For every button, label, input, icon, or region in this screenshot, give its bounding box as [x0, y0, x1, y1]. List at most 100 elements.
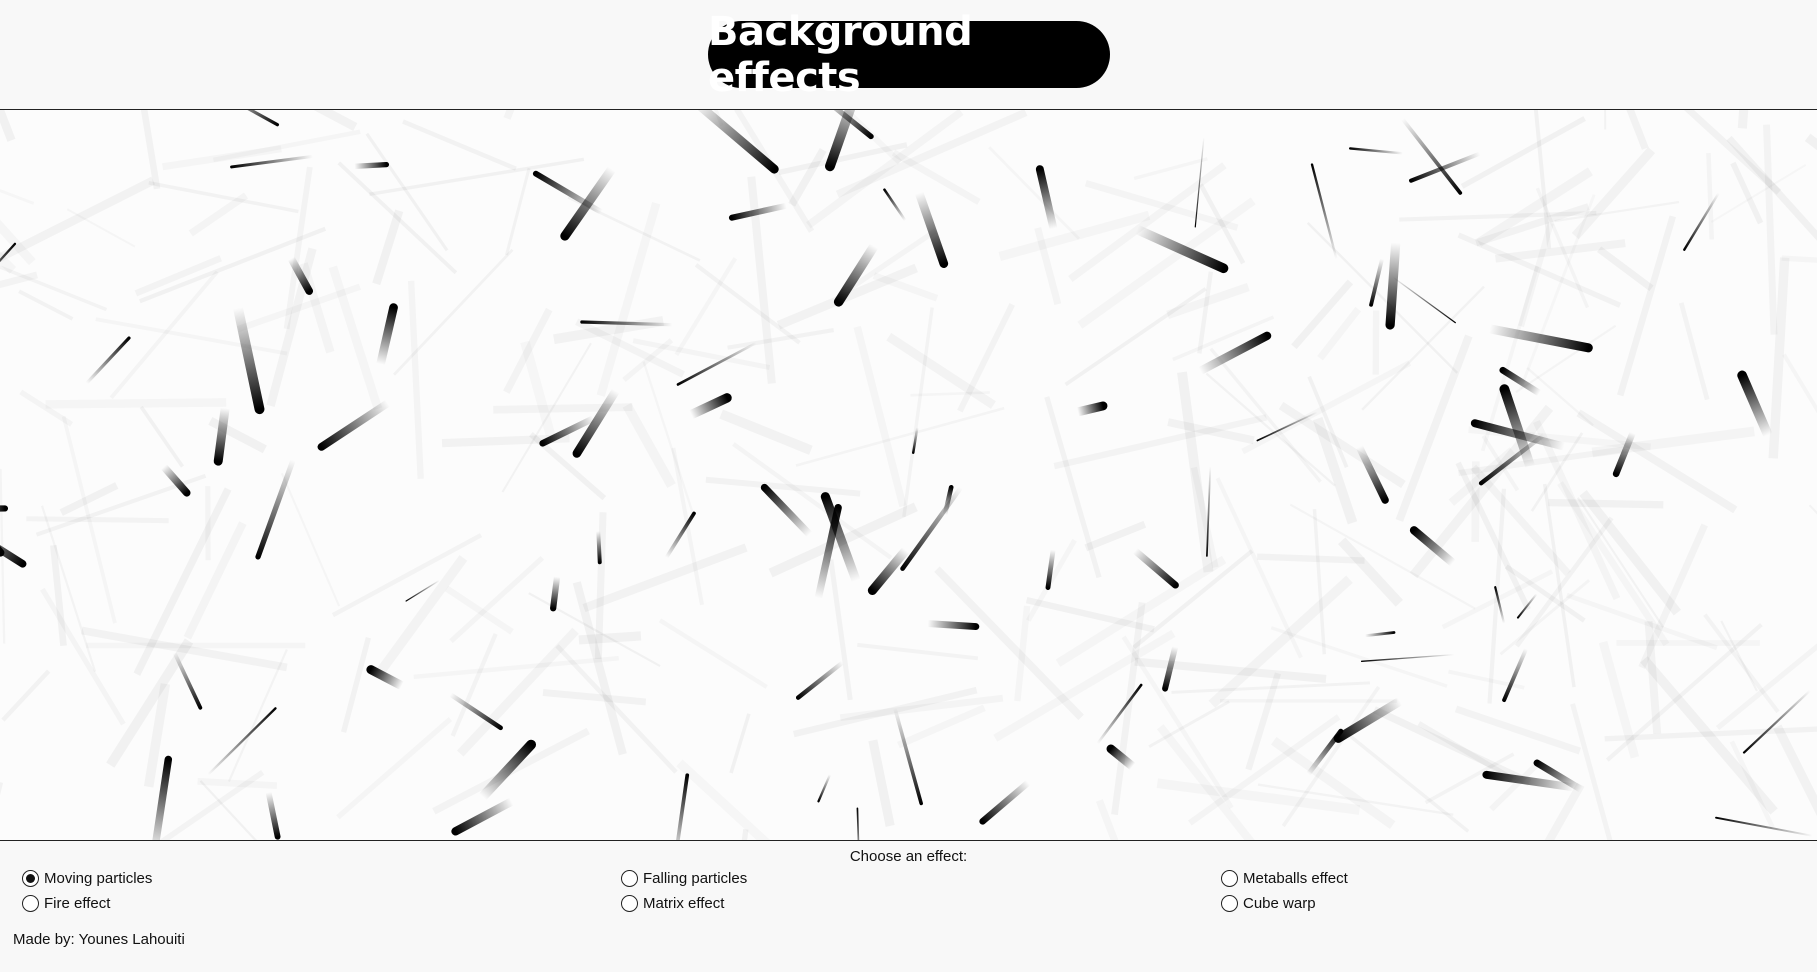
option-label: Metaballs effect [1243, 870, 1348, 887]
particle-streak [152, 755, 173, 840]
radio-matrix-effect[interactable] [621, 895, 638, 912]
particle-streak [1348, 147, 1404, 155]
background-trail [868, 739, 895, 827]
radio-falling-particles[interactable] [621, 870, 638, 887]
particle-streak [255, 457, 296, 560]
background-trail [1804, 133, 1817, 151]
background-trail [1086, 183, 1238, 227]
particle-streak [1516, 593, 1538, 619]
option-cube-warp[interactable]: Cube warp [1221, 895, 1316, 912]
particle-streak [1073, 401, 1108, 417]
background-trail [333, 535, 481, 615]
particle-streak [825, 110, 856, 172]
background-trail [1455, 461, 1531, 611]
particle-streak [550, 573, 561, 612]
background-trail [694, 263, 801, 345]
particle-streak [1499, 366, 1543, 397]
background-trail [1767, 125, 1774, 335]
background-trail [1742, 110, 1754, 128]
particle-streak [532, 170, 605, 216]
particle-streak [1106, 744, 1137, 771]
option-moving-particles[interactable]: Moving particles [22, 870, 152, 887]
particle-streak [1131, 547, 1179, 589]
particle-streak [817, 773, 832, 803]
particle-streak [1196, 331, 1272, 376]
particle-streak [206, 707, 277, 776]
effect-canvas[interactable] [0, 109, 1817, 841]
particle-streak [820, 492, 861, 586]
particle-streak [572, 386, 621, 458]
background-trail [0, 110, 16, 142]
particle-streak [676, 341, 758, 386]
background-trail [898, 708, 984, 745]
background-trail [1346, 732, 1470, 833]
page-title: Background effects [708, 9, 1110, 101]
background-trail [338, 719, 451, 817]
particle-streak [0, 545, 27, 568]
particle-streak [1715, 816, 1814, 837]
background-trail [1777, 727, 1817, 840]
particle-streak [1470, 419, 1569, 451]
background-trail [46, 402, 227, 404]
particle-streak [664, 511, 696, 560]
particle-streak [1737, 370, 1773, 440]
background-trail [59, 482, 119, 516]
background-trail [139, 405, 185, 468]
background-trail [1198, 183, 1246, 265]
background-trail [187, 110, 355, 127]
particle-streak [1533, 759, 1585, 793]
particle-streak [1683, 191, 1720, 251]
background-trail [1134, 657, 1327, 683]
background-trail [1626, 110, 1649, 150]
background-trail [572, 581, 627, 756]
particle-streak [233, 303, 265, 415]
background-trail [660, 620, 767, 687]
option-matrix-effect[interactable]: Matrix effect [621, 895, 724, 912]
background-trail [199, 780, 257, 840]
background-trail [411, 281, 421, 479]
particle-streak [451, 797, 516, 836]
background-trail [1640, 656, 1778, 815]
background-trail [106, 638, 194, 768]
radio-metaballs-effect[interactable] [1221, 870, 1238, 887]
radio-cube-warp[interactable] [1221, 895, 1238, 912]
background-trail [1681, 303, 1707, 400]
background-trail [1337, 537, 1404, 607]
option-fire-effect[interactable]: Fire effect [22, 895, 110, 912]
background-trail [143, 683, 171, 788]
background-trail [601, 203, 657, 396]
particle-streak [477, 739, 537, 802]
particle-streak [1742, 689, 1812, 754]
radio-moving-particles[interactable] [22, 870, 39, 887]
option-falling-particles[interactable]: Falling particles [621, 870, 747, 887]
effect-controls: Choose an effect: Moving particles Falli… [0, 842, 1817, 972]
background-trail [1114, 602, 1142, 814]
particle-streak [1502, 646, 1529, 703]
background-trail [904, 307, 932, 516]
particle-streak [213, 403, 230, 466]
particle-streak [1360, 653, 1455, 662]
background-trail [729, 713, 751, 774]
particle-streak [1256, 411, 1318, 442]
particle-streak [856, 807, 860, 840]
background-trail [578, 631, 642, 645]
background-trail [1578, 498, 1663, 628]
background-trail [1620, 216, 1673, 395]
particle-streak [1482, 770, 1578, 792]
particle-streak [676, 773, 690, 840]
choose-effect-label: Choose an effect: [849, 848, 968, 865]
option-metaballs-effect[interactable]: Metaballs effect [1221, 870, 1348, 887]
particle-streak [686, 393, 732, 420]
background-trail [1605, 623, 1763, 762]
background-trail [788, 148, 827, 207]
particle-streak [1369, 257, 1384, 307]
background-trail [365, 132, 449, 252]
background-trail [1495, 239, 1626, 263]
particle-streak [1499, 384, 1536, 472]
particle-streak [539, 415, 597, 447]
particle-streak [979, 779, 1032, 825]
particle-streak [760, 483, 814, 539]
radio-fire-effect[interactable] [22, 895, 39, 912]
background-trail [0, 181, 153, 275]
background-trail [796, 408, 1004, 465]
